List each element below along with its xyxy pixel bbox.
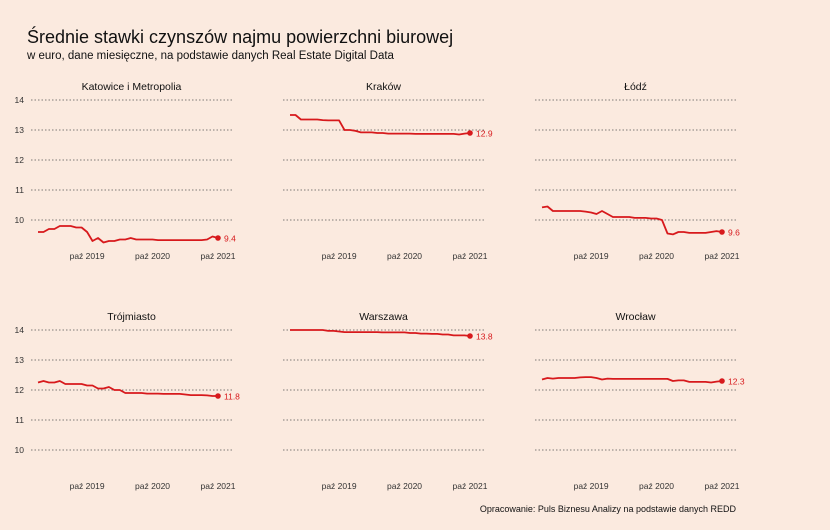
series-line <box>541 376 723 384</box>
x-tick-label: paź 2019 <box>70 251 105 261</box>
panel-1: Katowice i Metropolia 10 11 12 13 14 paź 2019 p… <box>15 81 237 261</box>
series-line <box>541 205 723 236</box>
panel-5: Warszawa paź 2019 paź 2020 paź 2021 13.8 <box>283 311 493 491</box>
y-tick-label: 10 <box>15 445 25 455</box>
series-line <box>37 380 218 397</box>
x-tick-label: paź 2020 <box>135 251 170 261</box>
y-tick-label: 14 <box>15 325 25 335</box>
x-tick-label: paź 2019 <box>322 481 357 491</box>
x-tick-label: paź 2020 <box>387 481 422 491</box>
last-value-label: 9.4 <box>224 234 236 244</box>
last-value-label: 13.8 <box>476 332 493 342</box>
y-tick-label: 13 <box>15 355 25 365</box>
last-point <box>719 229 725 235</box>
panel-title: Wrocław <box>615 311 655 323</box>
panel-2: Kraków paź 2019 paź 2020 paź 2021 12.9 <box>283 81 493 261</box>
y-tick-label: 13 <box>15 125 25 135</box>
x-tick-label: paź 2019 <box>574 481 609 491</box>
panel-title: Łódź <box>624 81 647 93</box>
x-tick-label: paź 2020 <box>135 481 170 491</box>
y-tick-label: 12 <box>15 385 25 395</box>
last-point <box>467 130 473 136</box>
x-tick-label: paź 2021 <box>453 251 488 261</box>
y-tick-label: 11 <box>15 415 24 425</box>
last-point <box>467 333 473 339</box>
panel-title: Kraków <box>366 81 401 93</box>
last-value-label: 9.6 <box>728 228 740 238</box>
panel-4: Trójmiasto 10 11 12 13 14 paź 2019 paź 2020 paź … <box>15 311 241 491</box>
last-point <box>215 393 221 399</box>
y-tick-label: 12 <box>15 155 25 165</box>
x-tick-label: paź 2021 <box>705 251 740 261</box>
panel-3: Łódź paź 2019 paź 2020 paź 2021 9.6 <box>535 81 740 261</box>
y-tick-label: 11 <box>15 185 24 195</box>
panel-title: Trójmiasto <box>107 311 156 323</box>
last-value-label: 12.3 <box>728 377 745 387</box>
last-value-label: 11.8 <box>224 392 240 402</box>
x-tick-label: paź 2019 <box>574 251 609 261</box>
panel-title: Warszawa <box>359 311 408 323</box>
x-tick-label: paź 2019 <box>322 251 357 261</box>
x-tick-label: paź 2019 <box>70 481 105 491</box>
x-tick-label: paź 2020 <box>639 251 674 261</box>
last-point <box>719 378 725 384</box>
x-tick-label: paź 2021 <box>201 251 236 261</box>
chart-subtitle: w euro, dane miesięczne, na podstawie da… <box>27 50 394 62</box>
series-line <box>38 225 219 244</box>
x-tick-label: paź 2021 <box>705 481 740 491</box>
x-tick-label: paź 2021 <box>453 481 488 491</box>
x-tick-label: paź 2021 <box>201 481 236 491</box>
series-line <box>290 114 471 136</box>
x-tick-label: paź 2020 <box>639 481 674 491</box>
x-tick-label: paź 2020 <box>387 251 422 261</box>
chart-title: Średnie stawki czynszów najmu powierzchn… <box>27 27 454 47</box>
last-value-label: 12.9 <box>476 129 493 139</box>
source-caption: Opracowanie: Puls Biznesu Analizy na pod… <box>479 504 736 514</box>
y-tick-label: 10 <box>15 215 25 225</box>
series-line <box>290 329 471 337</box>
last-point <box>215 235 221 241</box>
y-tick-label: 14 <box>15 95 25 105</box>
panel-6: Wrocław paź 2019 paź 2020 paź 2021 12.3 <box>535 311 745 491</box>
panel-title: Katowice i Metropolia <box>82 81 182 93</box>
